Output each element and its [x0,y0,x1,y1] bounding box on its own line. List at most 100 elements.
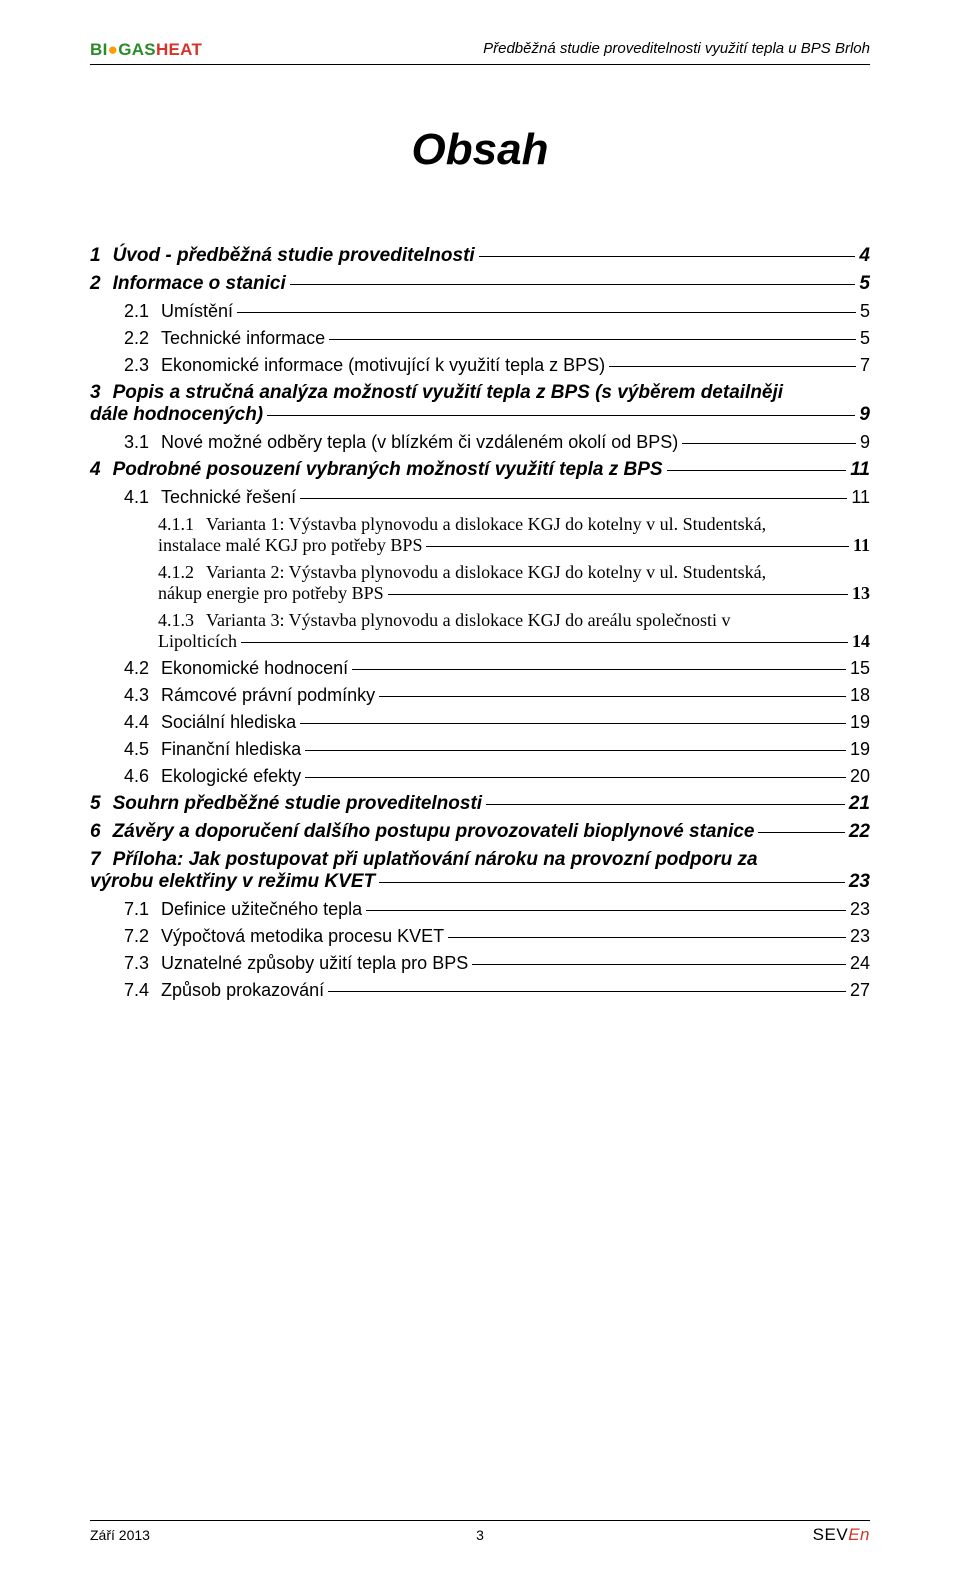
toc-number: 2 [90,273,101,295]
toc-page: 15 [850,658,870,679]
footer-page-number: 3 [476,1527,484,1543]
logo-biogasheat: BI●GASHEAT [90,40,202,60]
toc-page: 11 [853,535,870,556]
toc-leader [479,256,856,257]
toc-number: 6 [90,821,101,843]
toc-text-wrap: instalace malé KGJ pro potřeby BPS [158,535,422,556]
toc-leader [758,832,844,833]
toc-text: Varianta 1: Výstavba plynovodu a disloka… [206,514,766,535]
toc-entry: 4Podrobné posouzení vybraných možností v… [90,459,870,481]
table-of-contents: 1Úvod - předběžná studie proveditelnosti… [90,245,870,1001]
toc-leader [472,964,846,965]
toc-entry: 2.2Technické informace5 [90,328,870,349]
toc-leader [426,546,849,547]
toc-entry: 6Závěry a doporučení dalšího postupu pro… [90,821,870,843]
footer-date: Září 2013 [90,1527,150,1543]
page-footer: Září 2013 3 SEVEn [90,1520,870,1545]
toc-text: Ekologické efekty [161,766,301,787]
toc-number: 2.1 [124,301,149,322]
toc-entry: 1Úvod - předběžná studie proveditelnosti… [90,245,870,267]
page-title: Obsah [90,125,870,175]
toc-page: 5 [859,273,870,295]
toc-entry: 4.5Finanční hlediska19 [90,739,870,760]
toc-text: Ekonomické informace (motivující k využi… [161,355,605,376]
toc-page: 24 [850,953,870,974]
toc-leader [352,669,846,670]
toc-text: Nové možné odběry tepla (v blízkém či vz… [161,432,678,453]
toc-leader [448,937,846,938]
toc-number: 4.1.2 [158,562,194,583]
toc-entry: 7 Příloha: Jak postupovat při uplatňování… [90,849,870,893]
toc-entry: 3.1 Nové možné odběry tepla (v blízkém či… [90,432,870,453]
toc-number: 4.6 [124,766,149,787]
logo-seven-sev: SEV [813,1525,849,1544]
toc-number: 7.1 [124,899,149,920]
toc-text: Technické řešení [161,487,296,508]
toc-number: 2.3 [124,355,149,376]
toc-page: 14 [852,631,870,652]
toc-page: 11 [851,487,870,508]
toc-entry: 4.1.2 Varianta 2: Výstavba plynovodu a di… [90,562,870,604]
toc-page: 23 [850,899,870,920]
toc-text: Sociální hlediska [161,712,296,733]
toc-page: 11 [850,459,870,481]
toc-entry: 5 Souhrn předběžné studie proveditelnosti… [90,793,870,815]
toc-text: Varianta 3: Výstavba plynovodu a disloka… [206,610,731,631]
logo-heat: HEAT [156,40,202,59]
toc-page: 22 [849,821,870,843]
toc-text-wrap: nákup energie pro potřeby BPS [158,583,384,604]
toc-number: 7.4 [124,980,149,1001]
toc-leader [290,284,856,285]
toc-leader [379,696,846,697]
logo-seven: SEVEn [813,1525,870,1545]
toc-text: Uznatelné způsoby užití tepla pro BPS [161,953,468,974]
toc-number: 4.1 [124,487,149,508]
toc-number: 4.2 [124,658,149,679]
toc-number: 7.3 [124,953,149,974]
toc-text: Technické informace [161,328,325,349]
toc-text: Popis a stručná analýza možností využití… [113,382,783,404]
toc-text-wrap: výrobu elektřiny v režimu KVET [90,871,375,893]
toc-page: 5 [860,301,870,322]
logo-gas: GAS [118,40,156,59]
toc-number: 4.4 [124,712,149,733]
toc-page: 19 [850,712,870,733]
logo-bi: BI [90,40,108,59]
toc-entry: 7.1Definice užitečného tepla23 [90,899,870,920]
toc-leader [388,594,848,595]
toc-number: 5 [90,793,101,815]
toc-page: 7 [860,355,870,376]
toc-entry: 4.6Ekologické efekty20 [90,766,870,787]
toc-text: Souhrn předběžné studie proveditelnosti [113,793,482,815]
toc-leader [300,723,846,724]
toc-number: 3 [90,382,101,404]
toc-page: 9 [860,432,870,453]
toc-text: Výpočtová metodika procesu KVET [161,926,444,947]
toc-entry: 2Informace o stanici5 [90,273,870,295]
toc-leader [305,777,846,778]
toc-number: 4.3 [124,685,149,706]
toc-entry: 4.3Rámcové právní podmínky18 [90,685,870,706]
toc-entry: 4.2 Ekonomické hodnocení 15 [90,658,870,679]
toc-page: 19 [850,739,870,760]
toc-number: 7.2 [124,926,149,947]
toc-entry: 4.1.3Varianta 3: Výstavba plynovodu a di… [90,610,870,652]
toc-text: Varianta 2: Výstavba plynovodu a disloka… [206,562,766,583]
toc-number: 4.5 [124,739,149,760]
toc-text: Příloha: Jak postupovat při uplatňování … [113,849,758,871]
page: BI●GASHEAT Předběžná studie proveditelno… [0,0,960,1575]
toc-leader [379,882,845,883]
toc-text: Umístění [161,301,233,322]
toc-entry: 2.1 Umístění 5 [90,301,870,322]
toc-leader [267,415,855,416]
toc-number: 3.1 [124,432,149,453]
toc-entry: 4.1.1 Varianta 1: Výstavba plynovodu a di… [90,514,870,556]
toc-page: 9 [859,404,870,426]
toc-number: 4.1.1 [158,514,194,535]
toc-page: 13 [852,583,870,604]
toc-number: 7 [90,849,101,871]
toc-text: Ekonomické hodnocení [161,658,348,679]
toc-leader [329,339,856,340]
page-header: BI●GASHEAT Předběžná studie proveditelno… [90,40,870,65]
toc-page: 23 [849,871,870,893]
